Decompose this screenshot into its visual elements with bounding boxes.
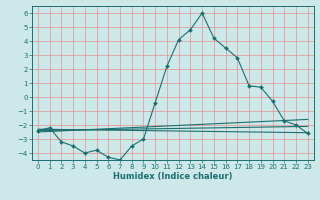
X-axis label: Humidex (Indice chaleur): Humidex (Indice chaleur): [113, 172, 233, 181]
